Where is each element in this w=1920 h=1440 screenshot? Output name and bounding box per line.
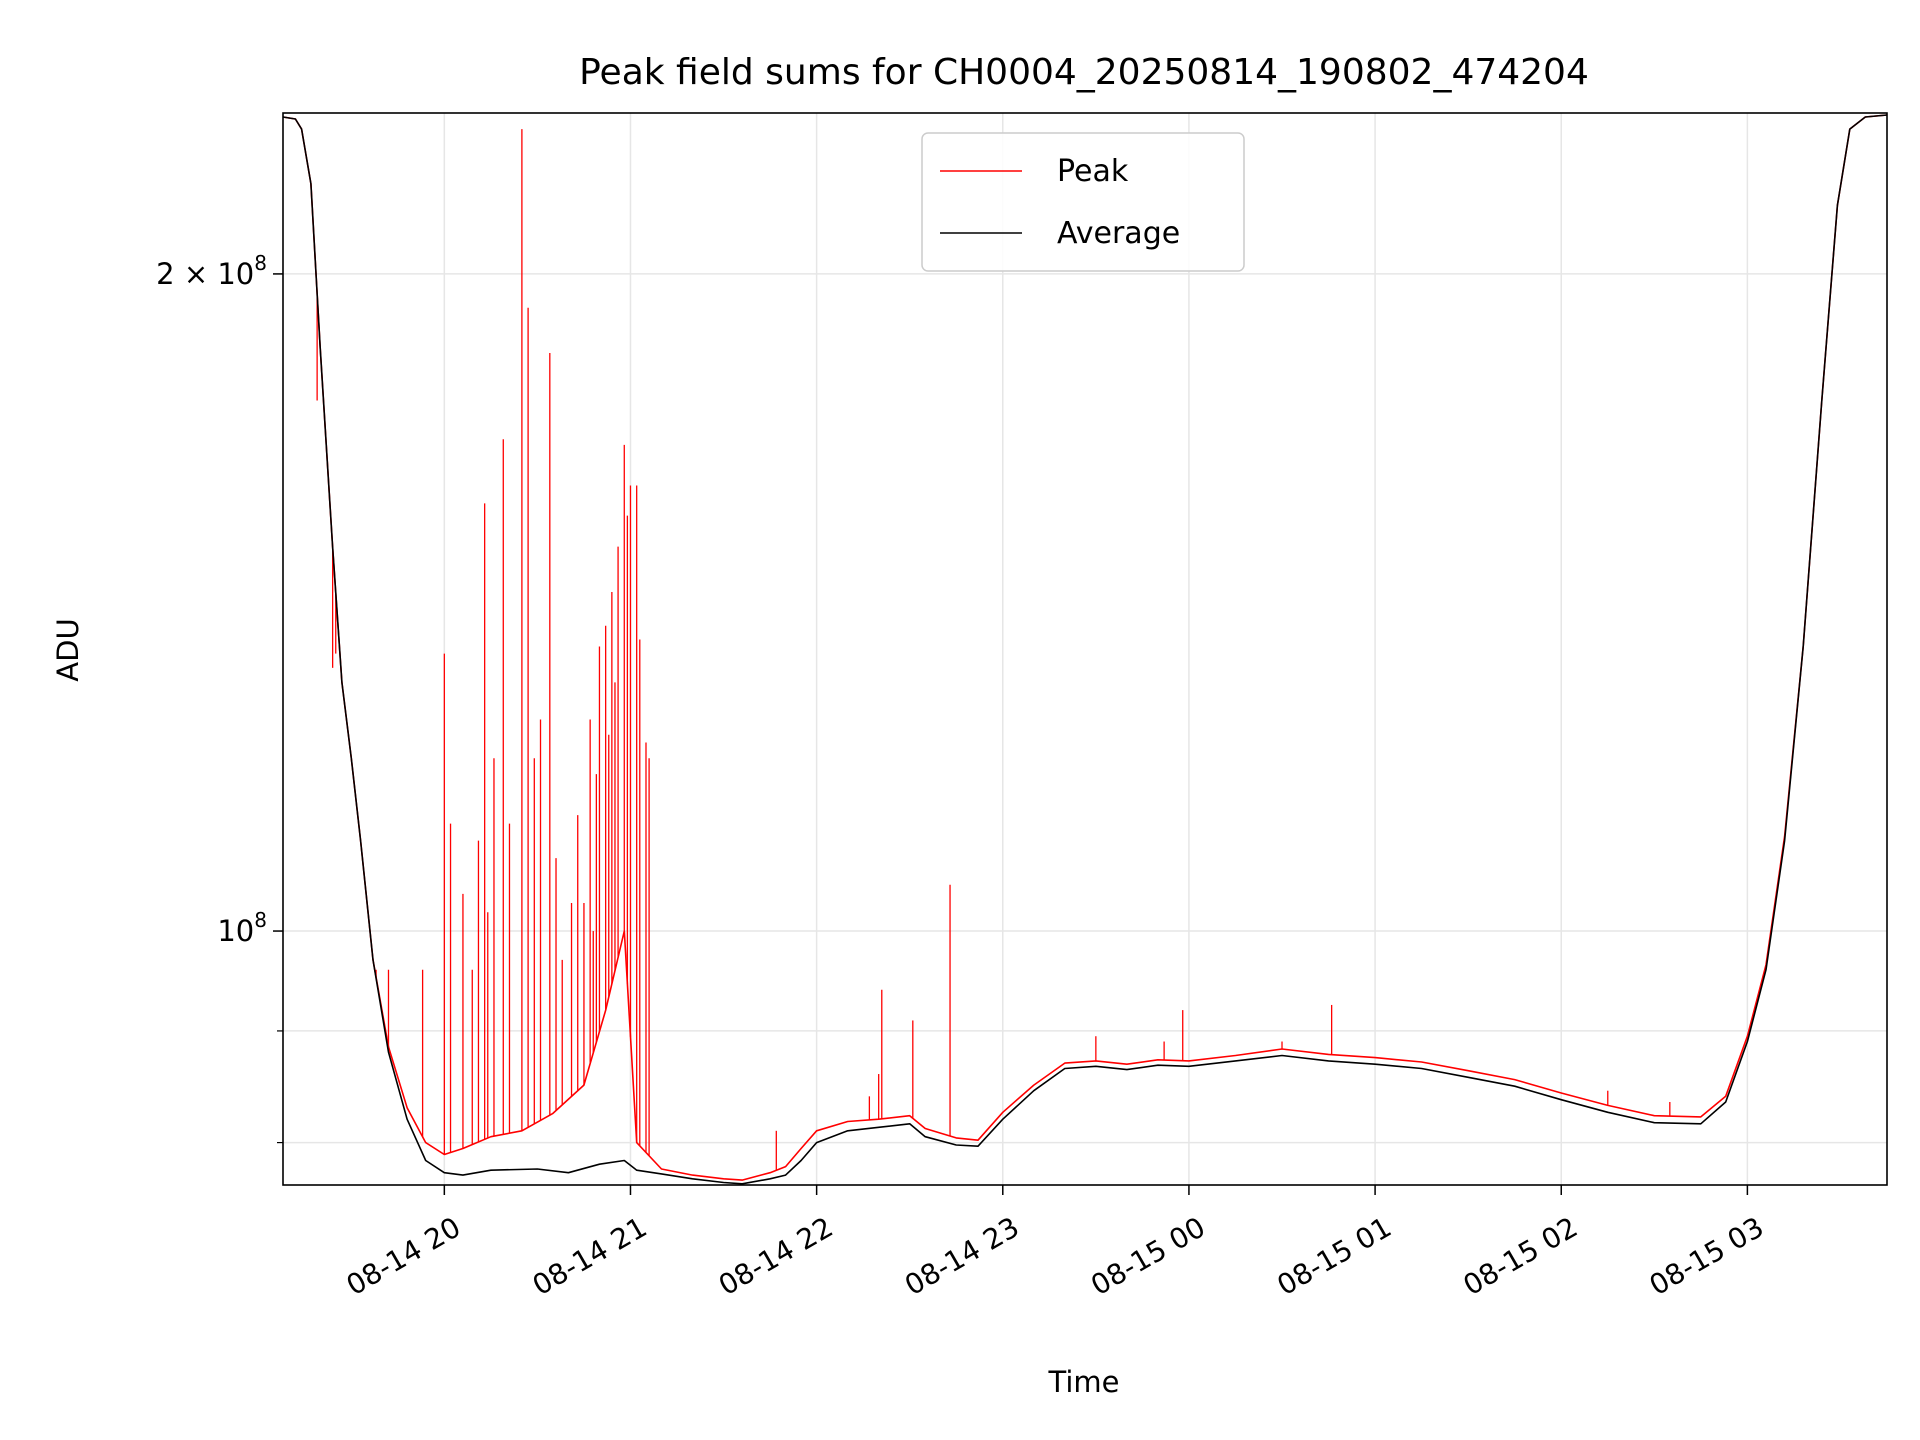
y-tick-label-base: 10 xyxy=(217,257,254,291)
legend: Peak Average xyxy=(921,132,1245,272)
chart-title: Peak field sums for CH0004_20250814_1908… xyxy=(579,52,1589,93)
legend-label-peak: Peak xyxy=(1057,154,1129,189)
series-peak xyxy=(282,114,1888,1181)
y-axis-label: ADU xyxy=(51,618,85,681)
y-tick-label-mantissa: 2 × xyxy=(156,257,217,291)
series-average-line xyxy=(282,114,1888,1185)
series-peak-line xyxy=(282,114,1888,1181)
axes-frame xyxy=(282,112,1888,1186)
x-axis-label: Time xyxy=(1048,1365,1120,1399)
legend-label-average: Average xyxy=(1057,216,1180,251)
y-tick-label-exponent: 8 xyxy=(254,251,267,275)
y-tick-label: 108 xyxy=(217,908,267,948)
series-average xyxy=(282,114,1888,1185)
plot-area xyxy=(282,114,1888,1185)
legend-box xyxy=(921,132,1245,272)
y-tick-label-exponent: 8 xyxy=(254,908,267,932)
y-tick-label-base: 10 xyxy=(217,914,254,948)
y-tick-label: 2 × 108 xyxy=(156,251,267,291)
